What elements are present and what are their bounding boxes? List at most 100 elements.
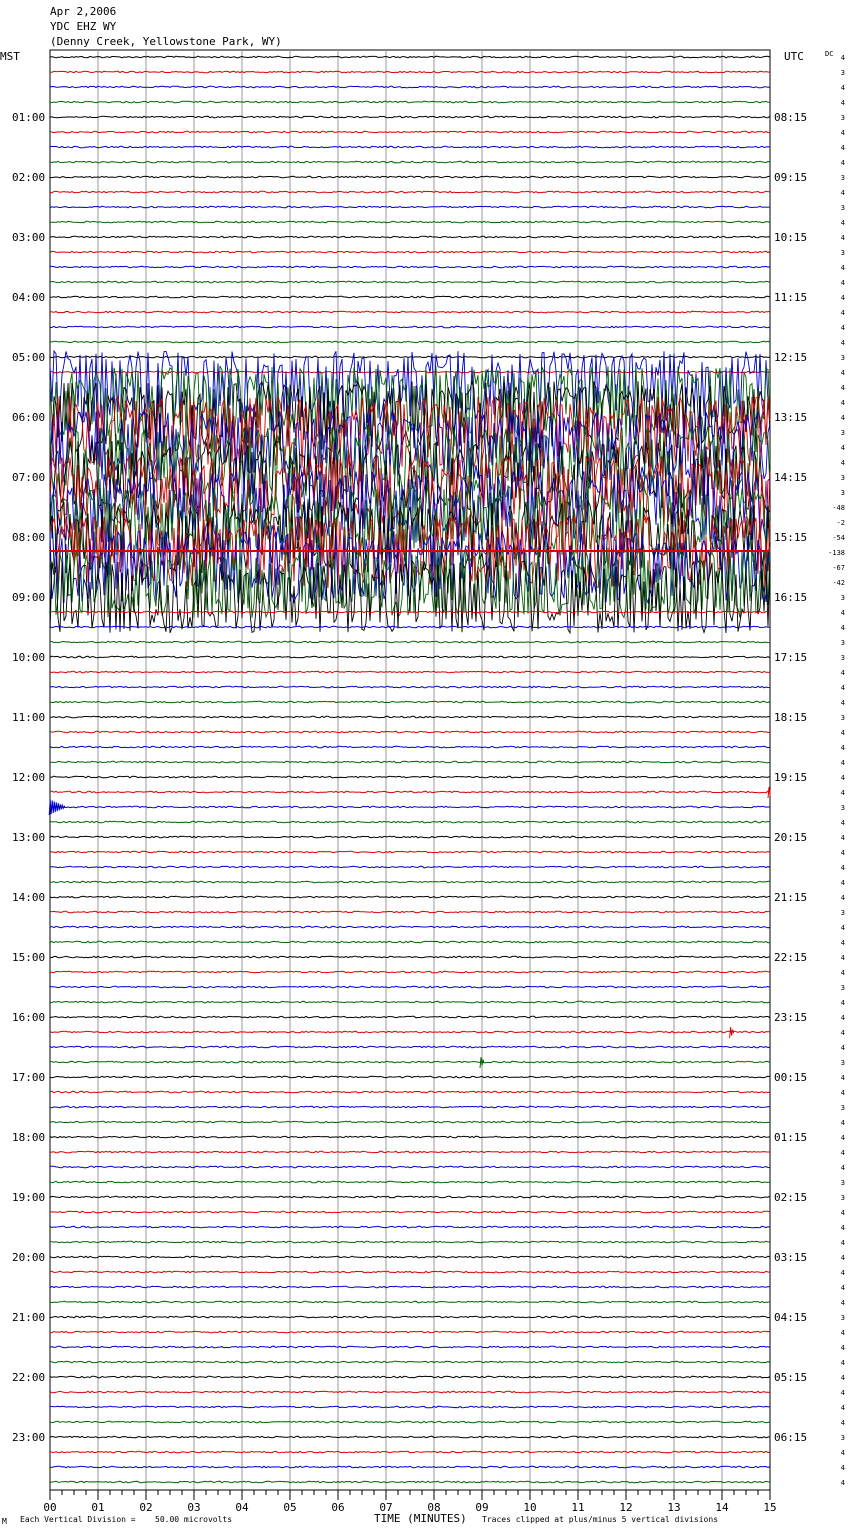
dc-offset-label: 4 [841,1419,845,1427]
left-timezone-label: MST [0,50,20,63]
dc-offset-label: 4 [841,1224,845,1232]
dc-offset-label: 4 [841,834,845,842]
trace-41 [49,670,771,674]
dc-offset-label: 4 [841,1479,845,1487]
trace-63 [49,1000,771,1004]
trace-50 [49,805,771,809]
dc-offset-label: 4 [841,399,845,407]
dc-offset-label: 3 [841,1434,845,1442]
dc-offset-label: -48 [832,504,845,512]
trace-15 [49,280,771,284]
trace-87 [49,1360,771,1364]
dc-offset-label: 4 [841,1239,845,1247]
dc-offset-label: 4 [841,1389,845,1397]
right-hour-label: 06:15 [774,1431,807,1444]
dc-offset-label: 4 [841,864,845,872]
trace-9 [49,190,771,194]
right-hour-label: 22:15 [774,951,807,964]
dc-offset-label: 3 [841,714,845,722]
trace-85 [50,1330,771,1334]
trace-46 [49,745,771,749]
trace-65 [49,1030,771,1034]
trace-88 [49,1375,771,1379]
dc-offset-label: 4 [841,744,845,752]
left-hour-labels: 01:00 02:00 03:00 04:00 05:00 06:00 07:00 08:00… [12,111,45,1444]
trace-44 [49,715,771,719]
right-hour-label: 18:15 [774,711,807,724]
trace-67 [49,1060,771,1064]
dc-offset-label: 4 [841,84,845,92]
right-hour-label: 17:15 [774,651,807,664]
dc-offset-label: 4 [841,789,845,797]
left-hour-label: 20:00 [12,1251,45,1264]
event-0 [48,799,66,816]
dc-offset-label: 4 [841,969,845,977]
trace-73 [49,1150,770,1154]
right-hour-label: 04:15 [774,1311,807,1324]
left-hour-label: 06:00 [12,411,45,424]
dc-offset-label: 3 [841,1194,845,1202]
dc-offset-label: 3 [841,1314,845,1322]
dc-offset-label: 4 [841,159,845,167]
dc-offset-label: 4 [841,144,845,152]
trace-59 [49,940,771,944]
trace-3 [49,100,771,104]
dc-offset-label: 4 [841,894,845,902]
left-hour-label: 13:00 [12,831,45,844]
right-hour-label: 13:15 [774,411,807,424]
event-2 [729,1027,735,1039]
trace-37 [49,610,771,614]
dc-offset-label: 4 [841,1404,845,1412]
x-axis: 00 01 02 03 04 05 06 07 08 09 10 11 12 13 14 15 [43,1489,777,1514]
trace-4 [49,115,771,119]
trace-47 [50,760,771,764]
dc-offset-label: 4 [841,1299,845,1307]
right-hour-label: 09:15 [774,171,807,184]
x-tick-label: 15 [763,1501,776,1514]
trace-8 [49,175,771,179]
dc-offset-label: 4 [841,1089,845,1097]
left-hour-label: 19:00 [12,1191,45,1204]
left-hour-label: 04:00 [12,291,45,304]
dc-offset-label: 3 [841,174,845,182]
left-hour-label: 05:00 [12,351,45,364]
dc-offset-label: -138 [828,549,845,557]
trace-91 [49,1420,771,1424]
trace-39 [49,640,770,644]
dc-offset-label: -2 [837,519,845,527]
x-tick-label: 00 [43,1501,56,1514]
dc-offset-label: 3 [841,654,845,662]
trace-68 [49,1075,771,1079]
footer-clip-note: Traces clipped at plus/minus 5 vertical … [482,1515,718,1524]
left-hour-label: 09:00 [12,591,45,604]
trace-74 [49,1165,771,1169]
dc-offset-label: 3 [841,114,845,122]
dc-offset-label: 4 [841,1284,845,1292]
dc-offset-label: 4 [841,129,845,137]
dc-offset-label: 3 [841,69,845,77]
x-tick-label: 05 [283,1501,296,1514]
dc-offset-label: 4 [841,1374,845,1382]
dc-offset-label: 4 [841,234,845,242]
dc-offset-label: 3 [841,594,845,602]
trace-81 [49,1270,771,1274]
trace-42 [49,685,771,689]
trace-29 [49,456,771,529]
dc-offset-label: 4 [841,99,845,107]
dc-offset-label: 4 [841,759,845,767]
x-tick-label: 10 [523,1501,536,1514]
x-tick-label: 11 [571,1501,584,1514]
dc-offset-label: 4 [841,1254,845,1262]
trace-60 [49,955,771,959]
right-hour-label: 23:15 [774,1011,807,1024]
trace-72 [49,1135,771,1139]
trace-21 [49,370,771,374]
footer-scale-note: Each Vertical Division = [20,1515,136,1524]
trace-78 [49,1225,771,1229]
left-hour-label: 11:00 [12,711,45,724]
dc-offset-label: 4 [841,369,845,377]
right-timezone-label: UTC [784,50,804,63]
trace-17 [49,310,771,314]
trace-1 [49,70,771,74]
header-station: YDC EHZ WY [50,20,117,33]
